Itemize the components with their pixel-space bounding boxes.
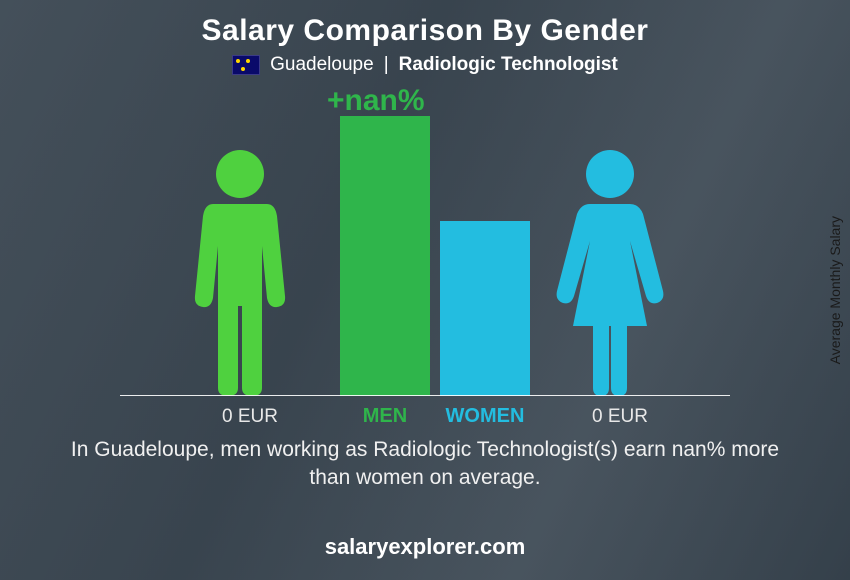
separator: |: [384, 54, 389, 76]
gender-salary-chart: +nan% MEN WOMEN 0 EUR 0 EUR: [0, 76, 850, 436]
bar-label-women: WOMEN: [440, 405, 530, 428]
header: Salary Comparison By Gender Guadeloupe |…: [0, 0, 850, 76]
bar-men: [340, 116, 430, 396]
bar-label-men: MEN: [340, 405, 430, 428]
y-axis-label: Average Monthly Salary: [820, 0, 850, 580]
summary-text: In Guadeloupe, men working as Radiologic…: [0, 436, 850, 493]
man-icon: [175, 146, 305, 396]
bar-women: [440, 221, 530, 396]
subtitle: Guadeloupe | Radiologic Technologist: [0, 54, 850, 76]
footer-attribution: salaryexplorer.com: [0, 534, 850, 560]
value-women: 0 EUR: [560, 406, 680, 428]
job-title: Radiologic Technologist: [399, 54, 618, 76]
page-title: Salary Comparison By Gender: [0, 14, 850, 48]
woman-icon: [545, 146, 675, 396]
flag-icon: [232, 55, 260, 75]
value-men: 0 EUR: [190, 406, 310, 428]
location-text: Guadeloupe: [270, 54, 374, 76]
delta-label: +nan%: [327, 84, 425, 118]
chart-baseline: [120, 395, 730, 396]
